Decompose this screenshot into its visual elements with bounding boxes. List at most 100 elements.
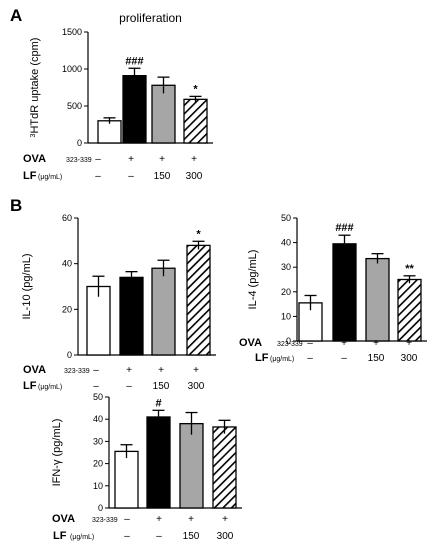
significance-label: # <box>155 397 161 409</box>
y-tick-label: 20 <box>281 287 291 297</box>
lf-row-label: LF <box>23 170 37 182</box>
bar <box>146 416 171 509</box>
lf-cell: – <box>341 353 347 364</box>
ova-cell: + <box>193 365 199 376</box>
significance-label: ### <box>125 55 143 67</box>
ova-cell: – <box>95 154 101 165</box>
ova-cell: + <box>159 154 165 165</box>
ova-cell: – <box>124 514 130 525</box>
ova-row-sublabel: 323-339 <box>66 157 92 164</box>
significance-label: ### <box>335 222 353 234</box>
bar <box>151 84 176 144</box>
lf-cell: – <box>126 381 132 392</box>
ova-cell: + <box>188 514 194 525</box>
y-tick-label: 40 <box>62 259 72 269</box>
lf-cell: 300 <box>186 171 203 182</box>
chart-prolif: proliferation 0 500 1000 1500 3HTdR uptake (c… <box>23 11 213 182</box>
ova-row-sublabel: 323-339 <box>92 517 118 524</box>
y-tick-label: 0 <box>98 503 103 513</box>
y-axis-label: 3HTdR uptake (cpm) <box>29 38 41 138</box>
y-tick-label: 30 <box>281 262 291 272</box>
ova-row-label: OVA <box>23 153 46 165</box>
ova-cell: + <box>128 154 134 165</box>
y-tick-label: 1500 <box>62 27 82 37</box>
ova-cell: + <box>191 154 197 165</box>
ova-row-label: OVA <box>239 337 262 349</box>
y-tick-label: 50 <box>281 213 291 223</box>
lf-cell: – <box>124 531 130 542</box>
lf-row-label: LF <box>23 380 37 392</box>
y-tick-label: 0 <box>67 350 72 360</box>
chart-il4: 0 10 20 30 40 50 IL-4 (pg/mL) ### ** OVA 323-339 LF… <box>239 213 427 364</box>
ova-cell: + <box>341 338 347 349</box>
ova-row-sublabel: 323-339 <box>277 341 303 348</box>
bar <box>151 267 176 356</box>
bar <box>186 244 211 356</box>
y-tick-label: 10 <box>93 481 103 491</box>
bar <box>183 98 208 144</box>
significance-label: * <box>193 83 198 95</box>
y-axis-label: IFN-γ (pg/mL) <box>51 419 63 487</box>
ova-cell: + <box>156 514 162 525</box>
chart-ifn: 0 10 20 30 40 50 IFN-γ (pg/mL) # OVA 323-339 LF (μg… <box>51 392 242 542</box>
y-axis-label: IL-4 (pg/mL) <box>247 250 259 310</box>
lf-cell: 300 <box>188 381 205 392</box>
bar <box>365 257 390 342</box>
y-tick-label: 20 <box>93 459 103 469</box>
ova-cell: + <box>222 514 228 525</box>
bar <box>97 120 122 144</box>
lf-cell: 150 <box>153 381 170 392</box>
lf-row-label: LF <box>53 530 67 542</box>
y-tick-label: 1000 <box>62 64 82 74</box>
lf-cell: 300 <box>217 531 234 542</box>
lf-cell: 150 <box>154 171 171 182</box>
ova-row-label: OVA <box>23 364 46 376</box>
ova-row-label: OVA <box>52 513 75 525</box>
lf-cell: 150 <box>183 531 200 542</box>
ova-cell: + <box>126 365 132 376</box>
lf-cell: – <box>307 353 313 364</box>
y-tick-label: 60 <box>62 213 72 223</box>
panel-label-b: B <box>10 196 22 215</box>
chart-title: proliferation <box>119 11 182 25</box>
ova-cell: + <box>406 338 412 349</box>
lf-cell: – <box>93 381 99 392</box>
y-tick-label: 0 <box>77 138 82 148</box>
y-tick-label: 0 <box>286 336 291 346</box>
significance-label: ** <box>405 263 414 275</box>
ova-cell: + <box>158 365 164 376</box>
y-tick-label: 50 <box>93 392 103 402</box>
lf-row-unit: (μg/mL) <box>38 174 62 181</box>
bar <box>212 426 237 509</box>
ova-cell: + <box>373 338 379 349</box>
lf-cell: 150 <box>368 353 385 364</box>
lf-cell: – <box>128 171 134 182</box>
y-tick-label: 30 <box>93 436 103 446</box>
lf-cell: – <box>95 171 101 182</box>
ova-cell: – <box>307 338 313 349</box>
chart-il10: 0 20 40 60 IL-10 (pg/mL) * OVA 323-339 LF (μg/mL)… <box>21 213 216 392</box>
significance-label: * <box>196 228 201 240</box>
lf-cell: 300 <box>401 353 418 364</box>
ova-row-sublabel: 323-339 <box>64 368 90 375</box>
bar <box>119 276 144 356</box>
bar <box>397 278 422 342</box>
bar <box>179 422 204 509</box>
bar <box>122 75 147 144</box>
y-axis-label: IL-10 (pg/mL) <box>21 253 33 319</box>
ova-cell: – <box>93 365 99 376</box>
panel-label-a: A <box>10 6 22 25</box>
y-tick-label: 10 <box>281 311 291 321</box>
lf-cell: – <box>156 531 162 542</box>
y-tick-label: 20 <box>62 304 72 314</box>
y-tick-label: 500 <box>67 101 82 111</box>
lf-row-unit: (μg/mL) <box>70 534 94 541</box>
bar <box>332 243 357 342</box>
lf-row-label: LF <box>255 352 269 364</box>
lf-row-unit: (μg/mL) <box>270 356 294 363</box>
lf-row-unit: (μg/mL) <box>38 384 62 391</box>
y-tick-label: 40 <box>281 238 291 248</box>
y-tick-label: 40 <box>93 414 103 424</box>
